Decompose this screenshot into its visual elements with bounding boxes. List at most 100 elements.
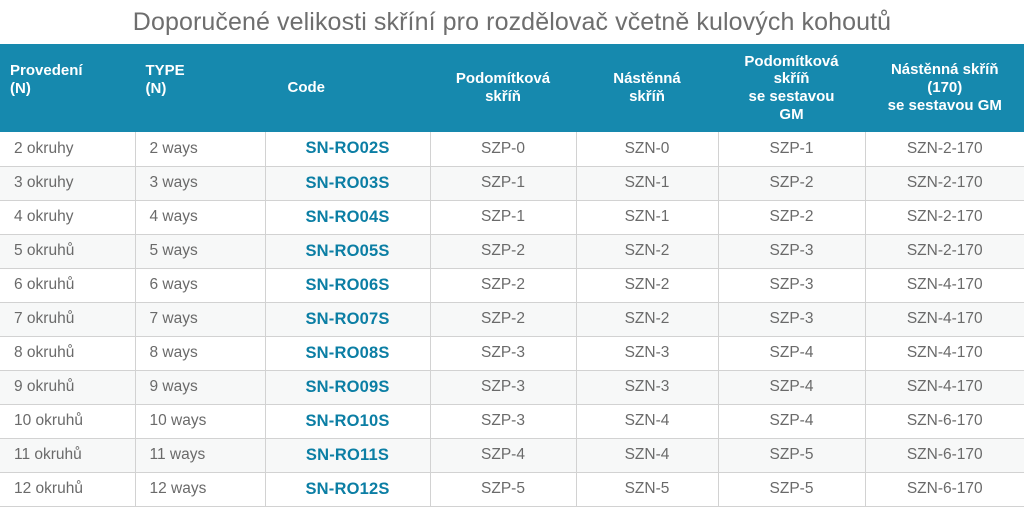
cell-podomitkova_skrin: SZP-5 <box>430 472 577 507</box>
cell-type: 3 ways <box>135 166 266 201</box>
table-row: 5 okruhů 5 ways SN-RO05S SZP-2 SZN-2 SZP-3 SZN… <box>0 234 1024 269</box>
cell-type: 5 ways <box>135 234 266 269</box>
table-body: 2 okruhy 2 ways SN-RO02S SZP-0 SZN-0 SZP-1 SZN… <box>0 132 1024 507</box>
cell-nastenna_skrin_170_gm: SZN-4-170 <box>865 268 1024 303</box>
cell-podomitkova_skrin_gm: SZP-4 <box>718 336 866 371</box>
cell-nastenna_skrin_170_gm: SZN-4-170 <box>865 370 1024 405</box>
column-header-podomitkova-skrin-gm-line3: se sestavou <box>748 88 835 105</box>
cell-code[interactable]: SN-RO11S <box>265 438 431 473</box>
cell-podomitkova_skrin: SZP-4 <box>430 438 577 473</box>
cell-nastenna_skrin_170_gm: SZN-6-170 <box>865 472 1024 507</box>
column-header-nastenna-skrin-170-gm-line3: se sestavou GM <box>887 96 1002 114</box>
column-header-provedeni-line1: Provedení <box>10 62 83 79</box>
column-header-nastenna-skrin-line2: skříň <box>629 88 665 105</box>
cell-provedeni: 12 okruhů <box>0 472 136 507</box>
cell-type: 12 ways <box>135 472 266 507</box>
cell-podomitkova_skrin_gm: SZP-5 <box>718 438 866 473</box>
cell-nastenna_skrin: SZN-1 <box>576 200 719 235</box>
table-row: 4 okruhy 4 ways SN-RO04S SZP-1 SZN-1 SZP-2 SZN… <box>0 200 1024 235</box>
cell-podomitkova_skrin_gm: SZP-4 <box>718 404 866 439</box>
table-row: 8 okruhů 8 ways SN-RO08S SZP-3 SZN-3 SZP-4 SZN… <box>0 336 1024 371</box>
cell-provedeni: 10 okruhů <box>0 404 136 439</box>
cell-type: 7 ways <box>135 302 266 337</box>
column-header-podomitkova-skrin-line2: skříň <box>485 88 521 105</box>
column-header-nastenna-skrin-170-gm: Nástěnná skříň (170) se sestavou GM <box>865 44 1024 132</box>
column-header-nastenna-skrin: Nástěnná skříň <box>576 44 719 132</box>
cell-nastenna_skrin: SZN-4 <box>576 438 719 473</box>
cell-podomitkova_skrin_gm: SZP-1 <box>718 132 866 167</box>
cell-code[interactable]: SN-RO10S <box>265 404 431 439</box>
cell-nastenna_skrin: SZN-2 <box>576 268 719 303</box>
column-header-podomitkova-skrin-gm: Podomítková skříň se sestavou GM <box>718 44 866 132</box>
cell-provedeni: 4 okruhy <box>0 200 136 235</box>
cell-podomitkova_skrin: SZP-2 <box>430 268 577 303</box>
column-header-podomitkova-skrin-gm-line1: Podomítková <box>744 52 839 70</box>
column-header-nastenna-skrin-170-gm-line1: Nástěnná skříň <box>890 61 999 79</box>
cell-nastenna_skrin: SZN-1 <box>576 166 719 201</box>
cell-nastenna_skrin_170_gm: SZN-2-170 <box>865 234 1024 269</box>
cell-code[interactable]: SN-RO07S <box>265 302 431 337</box>
cell-provedeni: 5 okruhů <box>0 234 136 269</box>
table-row: 10 okruhů 10 ways SN-RO10S SZP-3 SZN-4 SZP-4 S… <box>0 404 1024 439</box>
cell-provedeni: 11 okruhů <box>0 438 136 473</box>
cell-code[interactable]: SN-RO02S <box>265 132 431 167</box>
table-row: 7 okruhů 7 ways SN-RO07S SZP-2 SZN-2 SZP-3 SZN… <box>0 302 1024 337</box>
cell-podomitkova_skrin: SZP-1 <box>430 166 577 201</box>
cell-podomitkova_skrin_gm: SZP-4 <box>718 370 866 405</box>
cell-podomitkova_skrin: SZP-3 <box>430 404 577 439</box>
cell-podomitkova_skrin_gm: SZP-3 <box>718 302 866 337</box>
cell-podomitkova_skrin: SZP-0 <box>430 132 577 167</box>
cell-podomitkova_skrin: SZP-2 <box>430 234 577 269</box>
column-header-code: Code <box>265 44 431 132</box>
column-header-nastenna-skrin-170-gm-line2: (170) <box>927 79 963 97</box>
cell-code[interactable]: SN-RO03S <box>265 166 431 201</box>
cell-provedeni: 6 okruhů <box>0 268 136 303</box>
cell-type: 11 ways <box>135 438 266 473</box>
column-header-type: TYPE (N) <box>135 44 266 132</box>
cell-code[interactable]: SN-RO12S <box>265 472 431 507</box>
table-header-row: Provedení (N) TYPE (N) Code Podomítková … <box>0 44 1024 132</box>
column-header-type-line2: (N) <box>145 79 167 97</box>
cell-provedeni: 7 okruhů <box>0 302 136 337</box>
cell-provedeni: 2 okruhy <box>0 132 136 167</box>
cell-code[interactable]: SN-RO09S <box>265 370 431 405</box>
cell-type: 2 ways <box>135 132 266 167</box>
cell-type: 8 ways <box>135 336 266 371</box>
sizing-table: Provedení (N) TYPE (N) Code Podomítková … <box>0 44 1024 507</box>
cell-nastenna_skrin_170_gm: SZN-2-170 <box>865 132 1024 167</box>
cell-nastenna_skrin_170_gm: SZN-2-170 <box>865 200 1024 235</box>
cell-nastenna_skrin_170_gm: SZN-6-170 <box>865 438 1024 473</box>
cell-podomitkova_skrin_gm: SZP-2 <box>718 166 866 201</box>
cell-nastenna_skrin_170_gm: SZN-6-170 <box>865 404 1024 439</box>
cell-provedeni: 8 okruhů <box>0 336 136 371</box>
cell-code[interactable]: SN-RO04S <box>265 200 431 235</box>
cell-nastenna_skrin: SZN-0 <box>576 132 719 167</box>
column-header-nastenna-skrin-line1: Nástěnná <box>613 70 681 88</box>
cell-nastenna_skrin: SZN-3 <box>576 370 719 405</box>
table-row: 12 okruhů 12 ways SN-RO12S SZP-5 SZN-5 SZP-5 S… <box>0 472 1024 507</box>
table-header: Provedení (N) TYPE (N) Code Podomítková … <box>0 44 1024 132</box>
cell-provedeni: 3 okruhy <box>0 166 136 201</box>
cell-code[interactable]: SN-RO05S <box>265 234 431 269</box>
table-row: 2 okruhy 2 ways SN-RO02S SZP-0 SZN-0 SZP-1 SZN… <box>0 132 1024 167</box>
cell-nastenna_skrin: SZN-5 <box>576 472 719 507</box>
cell-podomitkova_skrin_gm: SZP-2 <box>718 200 866 235</box>
column-header-podomitkova-skrin-gm-line2: skříň <box>773 70 810 88</box>
cell-podomitkova_skrin_gm: SZP-3 <box>718 268 866 303</box>
cell-podomitkova_skrin_gm: SZP-5 <box>718 472 866 507</box>
cell-code[interactable]: SN-RO06S <box>265 268 431 303</box>
cell-podomitkova_skrin_gm: SZP-3 <box>718 234 866 269</box>
cell-code[interactable]: SN-RO08S <box>265 336 431 371</box>
cell-provedeni: 9 okruhů <box>0 370 136 405</box>
cell-nastenna_skrin_170_gm: SZN-2-170 <box>865 166 1024 201</box>
cell-nastenna_skrin: SZN-4 <box>576 404 719 439</box>
cell-podomitkova_skrin: SZP-2 <box>430 302 577 337</box>
cell-nastenna_skrin_170_gm: SZN-4-170 <box>865 302 1024 337</box>
column-header-podomitkova-skrin: Podomítková skříň <box>430 44 577 132</box>
table-row: 6 okruhů 6 ways SN-RO06S SZP-2 SZN-2 SZP-3 SZN… <box>0 268 1024 303</box>
cell-type: 10 ways <box>135 404 266 439</box>
cell-type: 4 ways <box>135 200 266 235</box>
column-header-podomitkova-skrin-gm-line4: GM <box>779 105 804 123</box>
cell-nastenna_skrin_170_gm: SZN-4-170 <box>865 336 1024 371</box>
